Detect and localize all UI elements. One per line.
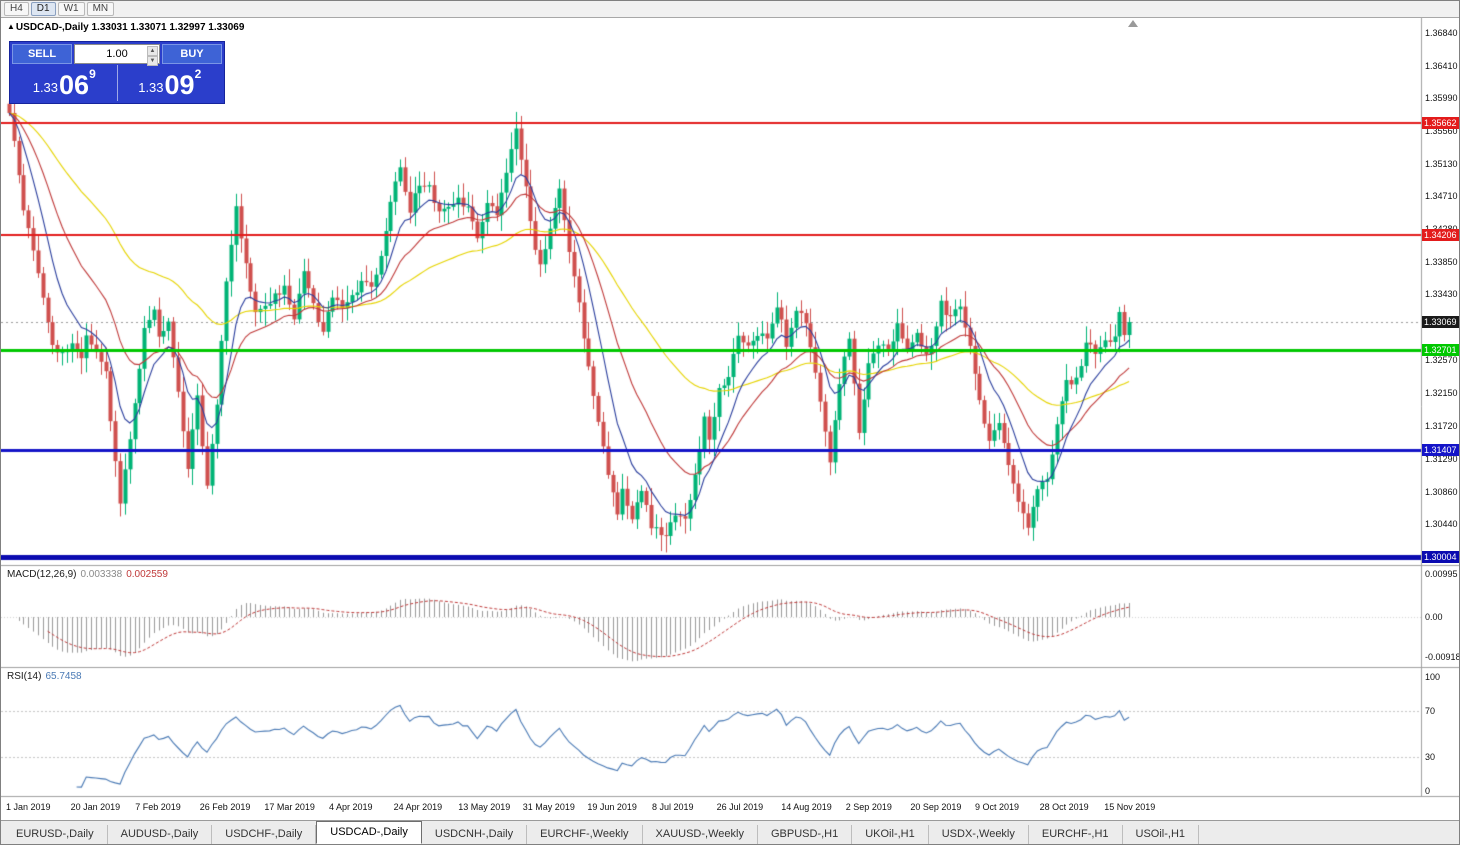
sell-price-big: 06 xyxy=(59,70,90,100)
date-axis-label: 26 Feb 2019 xyxy=(199,802,251,812)
date-axis-label: 20 Jan 2019 xyxy=(70,802,121,812)
ohlc-values: 1.33031 1.33071 1.32997 1.33069 xyxy=(91,22,245,33)
chart-tab-usoil[interactable]: USOil-,H1 xyxy=(1123,825,1200,844)
rsi-title: RSI(14) xyxy=(7,671,42,682)
price-axis-label: 1.33850 xyxy=(1425,257,1458,268)
date-axis-label: 7 Feb 2019 xyxy=(135,802,181,812)
date-axis-label: 15 Nov 2019 xyxy=(1104,802,1156,812)
macd-indicator-header: MACD(12,26,9) 0.003338 0.002559 xyxy=(7,569,168,580)
date-axis-label: 4 Apr 2019 xyxy=(329,802,373,812)
chart-tab-eurusd[interactable]: EURUSD-,Daily xyxy=(3,825,108,844)
date-axis-label: 9 Oct 2019 xyxy=(975,802,1020,812)
price-level-badge: 1.34206 xyxy=(1422,228,1459,241)
date-axis-label: 28 Oct 2019 xyxy=(1039,802,1089,812)
chart-tab-ukoil[interactable]: UKOil-,H1 xyxy=(852,825,929,844)
buy-price-big: 09 xyxy=(164,70,195,100)
timeframe-button-w1[interactable]: W1 xyxy=(57,2,85,16)
date-axis-label: 1 Jan 2019 xyxy=(6,802,51,812)
chart-tab-bar: EURUSD-,Daily AUDUSD-,Daily USDCHF-,Daily U… xyxy=(1,820,1459,844)
macd-axis-label: -0.00918 xyxy=(1425,652,1460,663)
macd-value-main: 0.003338 xyxy=(80,569,123,580)
price-level-badge: 1.31407 xyxy=(1422,443,1459,456)
timeframe-toolbar: H4 D1 W1 MN xyxy=(1,1,1459,18)
timeframe-button-h4[interactable]: H4 xyxy=(4,2,29,16)
buy-price-sup: 2 xyxy=(194,67,202,81)
price-axis-label: 1.34710 xyxy=(1425,191,1458,202)
rsi-axis-label: 70 xyxy=(1425,706,1436,717)
sell-price-sup: 9 xyxy=(89,67,96,81)
price-axis-label: 1.32570 xyxy=(1425,355,1458,366)
date-axis-label: 19 Jun 2019 xyxy=(587,802,637,812)
chart-tab-usdx[interactable]: USDX-,Weekly xyxy=(929,825,1029,844)
price-axis-label: 1.35990 xyxy=(1425,93,1458,103)
chart-tab-audusd[interactable]: AUDUSD-,Daily xyxy=(108,825,213,844)
price-axis-label: 1.32150 xyxy=(1425,387,1458,398)
macd-axis-label: 0.00 xyxy=(1425,612,1443,623)
price-axis-label: 1.36840 xyxy=(1425,27,1458,38)
price-level-badge: 1.32701 xyxy=(1422,344,1459,357)
price-axis-label: 1.30440 xyxy=(1425,518,1458,529)
chart-tab-eurchf[interactable]: EURCHF-,H1 xyxy=(1029,825,1123,844)
one-click-trade-panel: SELL ▲ ▼ BUY 1.33 06 9 1.33 09 2 xyxy=(9,41,225,104)
rsi-axis-label: 0 xyxy=(1425,786,1431,796)
date-axis-label: 26 Jul 2019 xyxy=(716,802,764,812)
price-axis-label: 1.31720 xyxy=(1425,420,1458,431)
buy-button[interactable]: BUY xyxy=(162,44,222,64)
volume-input[interactable] xyxy=(87,48,147,60)
chart-tab-gbpusd[interactable]: GBPUSD-,H1 xyxy=(758,825,853,844)
chart-tab-xauusd[interactable]: XAUUSD-,Weekly xyxy=(643,825,758,844)
price-axis-label: 1.30860 xyxy=(1425,486,1458,497)
price-axis-label: 1.35560 xyxy=(1425,125,1458,136)
sell-button[interactable]: SELL xyxy=(12,44,72,64)
buy-price-prefix: 1.33 xyxy=(138,80,164,95)
date-axis-label: 31 May 2019 xyxy=(522,802,575,812)
current-price-badge: 1.33069 xyxy=(1422,316,1459,329)
symbol-marker-icon: ▲ xyxy=(7,22,15,31)
rsi-value: 65.7458 xyxy=(45,671,82,682)
price-level-badge: 1.30004 xyxy=(1422,551,1459,564)
price-axis-label: 1.35130 xyxy=(1425,158,1458,169)
price-axis-label: 1.36410 xyxy=(1425,60,1458,71)
buy-price-display[interactable]: 1.33 09 2 xyxy=(116,65,223,101)
symbol-name: USDCAD-,Daily xyxy=(15,22,89,33)
volume-spinner: ▲ ▼ xyxy=(147,46,158,66)
date-axis-label: 13 May 2019 xyxy=(458,802,511,812)
date-axis-label: 20 Sep 2019 xyxy=(910,802,962,812)
chart-tab-usdchf[interactable]: USDCHF-,Daily xyxy=(212,825,317,844)
volume-down-icon[interactable]: ▼ xyxy=(147,56,158,66)
rsi-axis-label: 30 xyxy=(1425,751,1436,762)
macd-axis-label: 0.00995 xyxy=(1425,568,1458,579)
price-axis-label: 1.33430 xyxy=(1425,289,1458,300)
timeframe-button-mn[interactable]: MN xyxy=(86,2,115,16)
sell-price-display[interactable]: 1.33 06 9 xyxy=(12,65,117,101)
sell-price-prefix: 1.33 xyxy=(32,80,59,95)
timeframe-button-d1[interactable]: D1 xyxy=(30,2,56,16)
chart-symbol-header: ▲USDCAD-,Daily 1.33031 1.33071 1.32997 1… xyxy=(7,22,244,33)
rsi-axis-label: 100 xyxy=(1425,672,1441,682)
chart-tab-usdcad[interactable]: USDCAD-,Daily xyxy=(316,821,422,844)
volume-field-wrap: ▲ ▼ xyxy=(74,44,160,66)
price-level-badge: 1.35662 xyxy=(1422,117,1459,130)
date-axis-label: 14 Aug 2019 xyxy=(781,802,832,812)
rsi-indicator-header: RSI(14) 65.7458 xyxy=(7,671,82,682)
macd-value-signal: 0.002559 xyxy=(126,569,168,580)
date-axis-label: 17 Mar 2019 xyxy=(264,802,315,812)
price-axis-label: 1.31290 xyxy=(1425,453,1458,464)
macd-title: MACD(12,26,9) xyxy=(7,569,77,580)
date-axis-label: 2 Sep 2019 xyxy=(845,802,892,812)
date-axis-label: 24 Apr 2019 xyxy=(393,802,443,812)
chart-shift-marker-icon[interactable] xyxy=(1128,20,1138,27)
chart-tab-usdcnh[interactable]: USDCNH-,Daily xyxy=(422,825,528,844)
chart-tab-eurchf[interactable]: EURCHF-,Weekly xyxy=(527,825,643,844)
date-axis-label: 8 Jul 2019 xyxy=(652,802,694,812)
volume-up-icon[interactable]: ▲ xyxy=(147,46,158,56)
